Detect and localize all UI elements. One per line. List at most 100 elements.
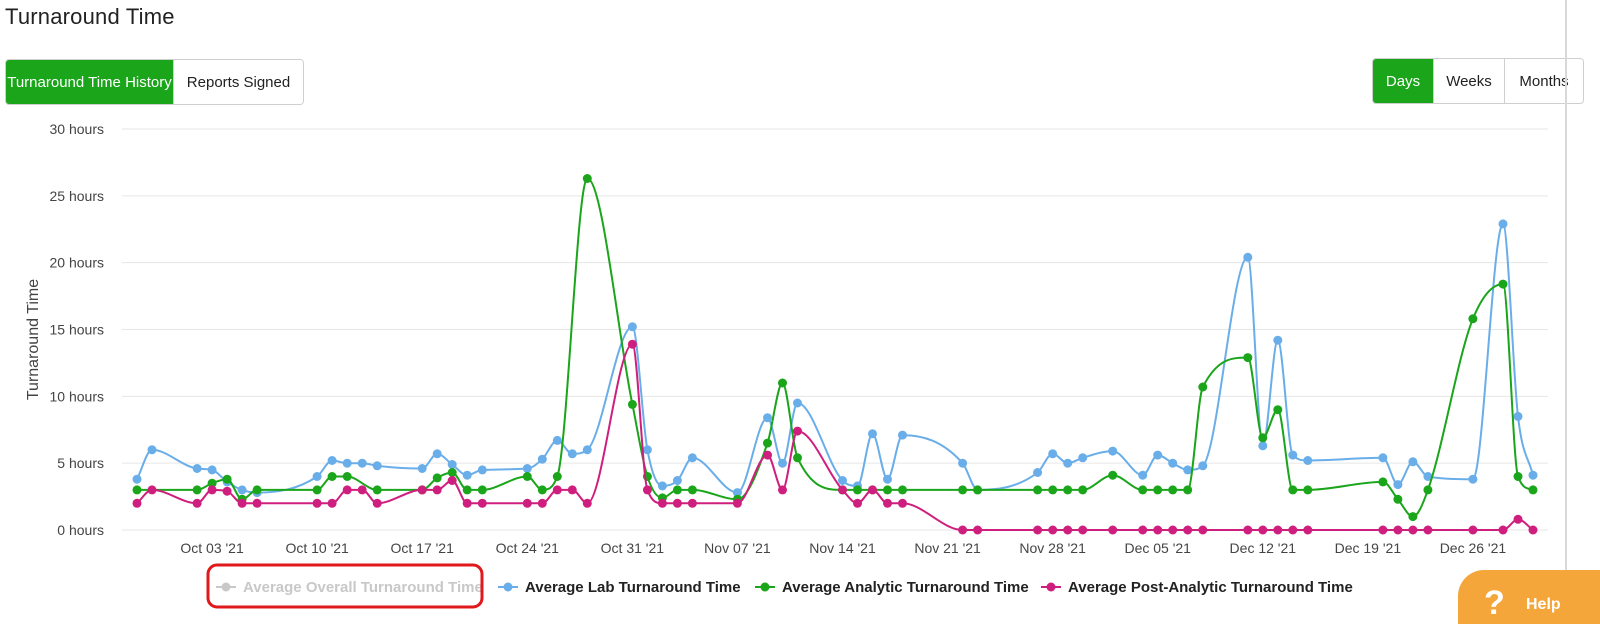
- data-point[interactable]: [1288, 485, 1298, 495]
- data-point[interactable]: [627, 339, 637, 349]
- data-point[interactable]: [447, 476, 457, 485]
- legend-item-1[interactable]: Average Lab Turnaround Time: [498, 579, 741, 596]
- data-point[interactable]: [973, 525, 983, 535]
- data-point[interactable]: [1108, 470, 1118, 480]
- data-point[interactable]: [1468, 525, 1478, 535]
- data-point[interactable]: [763, 438, 772, 448]
- data-point[interactable]: [357, 458, 367, 468]
- data-point[interactable]: [1273, 335, 1283, 345]
- data-point[interactable]: [973, 485, 983, 495]
- data-point[interactable]: [132, 474, 142, 484]
- data-point[interactable]: [1378, 477, 1388, 487]
- data-point[interactable]: [1258, 441, 1268, 451]
- data-point[interactable]: [898, 430, 907, 440]
- data-point[interactable]: [1138, 525, 1148, 535]
- data-point[interactable]: [477, 465, 487, 475]
- data-point[interactable]: [778, 458, 787, 468]
- data-point[interactable]: [1138, 470, 1148, 480]
- data-point[interactable]: [763, 450, 772, 460]
- data-point[interactable]: [1183, 465, 1193, 475]
- help-button[interactable]: ? Help: [1458, 570, 1600, 624]
- data-point[interactable]: [1408, 512, 1418, 522]
- data-point[interactable]: [958, 458, 968, 468]
- data-point[interactable]: [582, 174, 592, 183]
- data-point[interactable]: [372, 498, 382, 508]
- data-point[interactable]: [1168, 525, 1178, 535]
- data-point[interactable]: [1468, 474, 1478, 484]
- data-point[interactable]: [1033, 485, 1043, 495]
- data-point[interactable]: [1303, 485, 1313, 495]
- data-point[interactable]: [853, 485, 862, 495]
- data-point[interactable]: [1258, 433, 1268, 443]
- tab-reports-signed[interactable]: Reports Signed: [174, 60, 303, 104]
- data-point[interactable]: [778, 378, 787, 388]
- months-button[interactable]: Months: [1505, 59, 1583, 103]
- data-point[interactable]: [1393, 525, 1403, 535]
- data-point[interactable]: [838, 476, 847, 485]
- data-point[interactable]: [883, 474, 892, 484]
- data-point[interactable]: [1378, 525, 1388, 535]
- data-point[interactable]: [1198, 461, 1208, 471]
- data-point[interactable]: [1153, 525, 1163, 535]
- data-point[interactable]: [1078, 485, 1088, 495]
- data-point[interactable]: [522, 464, 532, 473]
- data-point[interactable]: [763, 413, 772, 423]
- data-point[interactable]: [1273, 405, 1283, 415]
- data-point[interactable]: [672, 476, 682, 485]
- data-point[interactable]: [1288, 450, 1298, 460]
- data-point[interactable]: [552, 472, 562, 481]
- data-point[interactable]: [868, 429, 877, 439]
- data-point[interactable]: [357, 485, 367, 495]
- data-point[interactable]: [1498, 525, 1508, 535]
- data-point[interactable]: [192, 498, 202, 508]
- data-point[interactable]: [687, 485, 697, 495]
- data-point[interactable]: [898, 498, 907, 508]
- data-point[interactable]: [372, 485, 382, 495]
- data-point[interactable]: [627, 399, 637, 409]
- weeks-button[interactable]: Weeks: [1434, 59, 1505, 103]
- data-point[interactable]: [627, 322, 637, 332]
- data-point[interactable]: [1393, 480, 1403, 490]
- data-point[interactable]: [1243, 525, 1253, 535]
- legend-item-2[interactable]: Average Analytic Turnaround Time: [755, 579, 1029, 596]
- data-point[interactable]: [552, 435, 562, 445]
- data-point[interactable]: [1108, 525, 1118, 535]
- data-point[interactable]: [132, 485, 142, 495]
- data-point[interactable]: [1513, 411, 1523, 421]
- data-point[interactable]: [432, 449, 442, 459]
- data-point[interactable]: [327, 472, 337, 481]
- data-point[interactable]: [207, 478, 217, 488]
- data-point[interactable]: [883, 485, 892, 495]
- data-point[interactable]: [1513, 472, 1523, 481]
- data-point[interactable]: [312, 472, 322, 481]
- data-point[interactable]: [462, 498, 472, 508]
- data-point[interactable]: [522, 498, 532, 508]
- data-point[interactable]: [1408, 525, 1418, 535]
- data-point[interactable]: [958, 525, 968, 535]
- data-point[interactable]: [222, 486, 232, 496]
- data-point[interactable]: [1108, 446, 1118, 456]
- data-point[interactable]: [1078, 525, 1088, 535]
- data-point[interactable]: [1063, 458, 1073, 468]
- data-point[interactable]: [567, 449, 577, 459]
- data-point[interactable]: [793, 398, 802, 408]
- legend-item-3[interactable]: Average Post-Analytic Turnaround Time: [1041, 579, 1353, 596]
- data-point[interactable]: [687, 498, 697, 508]
- data-point[interactable]: [672, 498, 682, 508]
- data-point[interactable]: [778, 485, 787, 495]
- data-point[interactable]: [732, 488, 742, 498]
- data-point[interactable]: [1153, 450, 1163, 460]
- data-point[interactable]: [1513, 514, 1523, 524]
- data-point[interactable]: [582, 445, 592, 455]
- data-point[interactable]: [537, 485, 547, 495]
- data-point[interactable]: [552, 485, 562, 495]
- data-point[interactable]: [312, 498, 322, 508]
- tab-turnaround-time-history[interactable]: Turnaround Time History: [6, 60, 174, 104]
- data-point[interactable]: [1423, 525, 1433, 535]
- data-point[interactable]: [1273, 525, 1283, 535]
- data-point[interactable]: [1033, 468, 1043, 477]
- data-point[interactable]: [477, 485, 487, 495]
- days-button[interactable]: Days: [1373, 59, 1434, 103]
- data-point[interactable]: [537, 498, 547, 508]
- data-point[interactable]: [132, 498, 142, 508]
